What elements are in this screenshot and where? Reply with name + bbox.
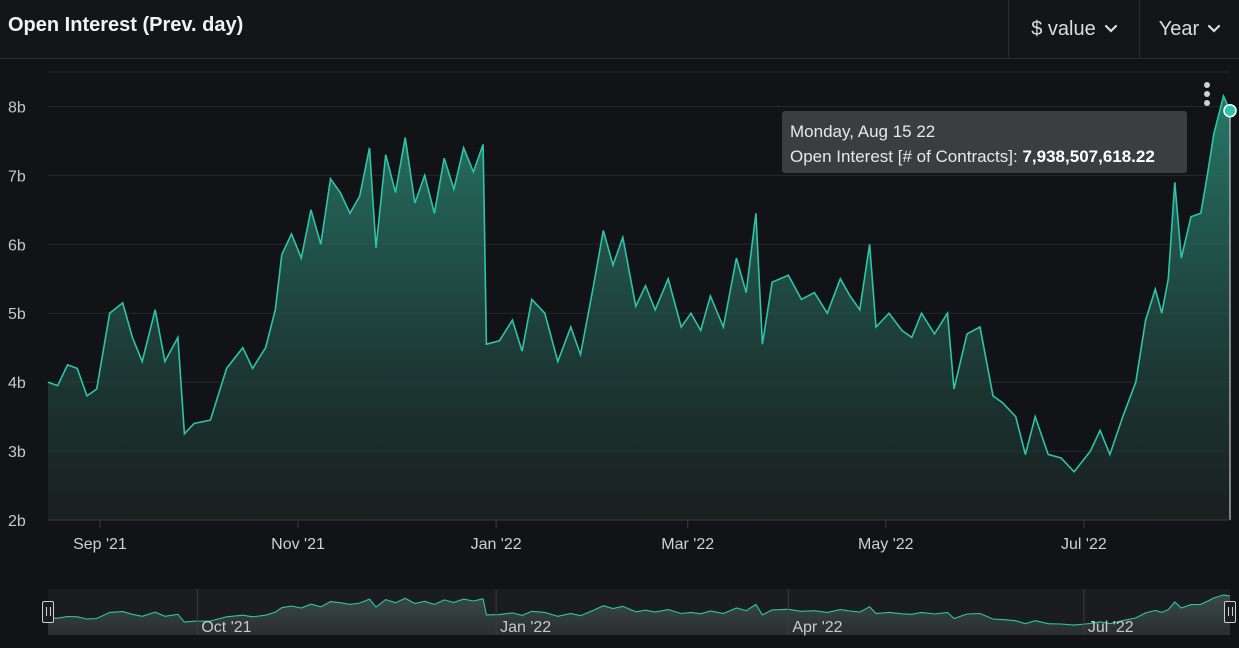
x-tick-label: May '22 [858, 536, 914, 553]
chart-header: Open Interest (Prev. day) $ value Year [0, 0, 1239, 59]
tooltip-value: 7,938,507,618.22 [1022, 147, 1155, 166]
range-navigator[interactable]: Oct '21 Jan '22 Apr '22 Jul '22 [47, 589, 1231, 636]
navigator-area [48, 594, 1230, 635]
y-tick-label: 4b [8, 375, 26, 392]
range-dropdown-label: Year [1158, 17, 1200, 40]
x-tick-label: Nov '21 [271, 536, 325, 553]
navigator-tick-label: Apr '22 [792, 619, 842, 636]
range-handle-right[interactable] [1224, 601, 1236, 623]
x-axis: Sep '21 Nov '21 Jan '22 Mar '22 May '22 Jul '… [48, 519, 1230, 553]
x-tick-label: Jul '22 [1061, 536, 1107, 553]
range-dropdown[interactable]: Year [1139, 0, 1239, 58]
navigator-tick-label: Jan '22 [500, 619, 551, 636]
navigator-tick-label: Oct '21 [201, 619, 251, 636]
x-tick-label: Sep '21 [73, 536, 127, 553]
tooltip-label: Open Interest [# of Contracts]: [790, 147, 1018, 166]
tooltip-date: Monday, Aug 15 22 [790, 122, 936, 141]
x-tick-label: Mar '22 [661, 536, 714, 553]
tooltip: Monday, Aug 15 22 Open Interest [# of Co… [782, 111, 1187, 173]
x-tick-label: Jan '22 [471, 536, 522, 553]
chevron-down-icon [1104, 24, 1117, 33]
more-vertical-icon[interactable] [1196, 82, 1218, 112]
tooltip-row: Open Interest [# of Contracts]: 7,938,50… [790, 144, 1179, 169]
y-axis: 2b 3b 4b 5b 6b 7b 8b [8, 99, 26, 530]
navigator-line [47, 594, 1231, 626]
range-handle-left[interactable] [42, 601, 54, 623]
y-tick-label: 2b [8, 513, 26, 530]
y-tick-label: 5b [8, 306, 26, 323]
metric-dropdown[interactable]: $ value [1008, 0, 1140, 58]
open-interest-area [48, 96, 1230, 520]
open-interest-line [47, 93, 1231, 474]
chevron-down-icon [1208, 24, 1221, 33]
navigator-ticks: Oct '21 Jan '22 Apr '22 Jul '22 [196, 589, 1134, 636]
highlight-point[interactable] [1223, 103, 1237, 118]
chart-title: Open Interest (Prev. day) [8, 14, 244, 36]
y-tick-label: 8b [8, 99, 26, 116]
y-tick-label: 7b [8, 168, 26, 185]
y-tick-label: 6b [8, 237, 26, 254]
navigator-tick-label: Jul '22 [1088, 619, 1134, 636]
y-tick-label: 3b [8, 444, 26, 461]
metric-dropdown-label: $ value [1031, 17, 1096, 40]
